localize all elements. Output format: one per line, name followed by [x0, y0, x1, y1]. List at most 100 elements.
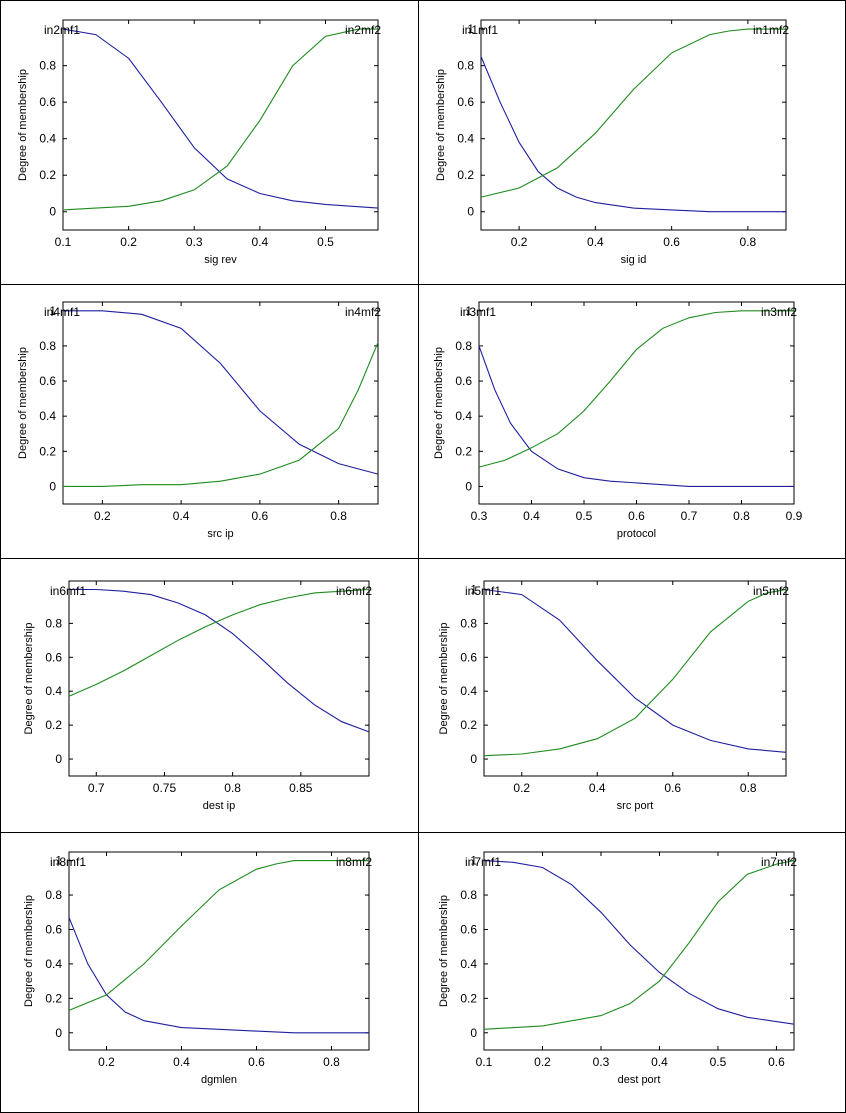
- y-tick-label: 0.2: [45, 718, 62, 732]
- membership-curve-in6mf1: [69, 588, 370, 733]
- x-tick-label: 0.8: [330, 509, 347, 523]
- series-label-in7mf1: in7mf1: [465, 855, 501, 869]
- membership-chart-1: 0 0.2 0.4 0.6 0.8 0.1 0.2 0.3 0.4 0.5 sig rev Degre…: [17, 19, 381, 266]
- x-tick-label: 0.1: [55, 235, 72, 249]
- y-tick-label: 1: [49, 304, 56, 318]
- y-tick-label: 0.8: [39, 59, 56, 73]
- x-tick-label: 0.5: [710, 1055, 727, 1069]
- x-tick-label: 0.7: [681, 509, 698, 523]
- x-tick-label: 0.6: [248, 1055, 265, 1069]
- membership-chart-7: 0 0.2 0.4 0.6 0.8 1 0.2 0.4 0.6 0.8 dgmlen Degree o…: [23, 851, 372, 1086]
- membership-chart-4: 0 0.2 0.4 0.6 0.8 1 0.3 0.4 0.5 0.6 0.7 0.8 0.9 proto…: [433, 301, 803, 540]
- x-tick-label: 0.3: [471, 509, 488, 523]
- x-tick-label: 0.3: [186, 235, 203, 249]
- y-tick-label: 0.2: [39, 444, 56, 458]
- y-tick-label: 0.2: [39, 168, 56, 182]
- series-label-in7mf2: in7mf2: [761, 855, 797, 869]
- membership-chart-6: 0 0.2 0.4 0.6 0.8 1 0.2 0.4 0.6 0.8 src port Degree…: [438, 580, 789, 812]
- y-axis-title: Degree of membership: [17, 69, 29, 181]
- membership-curve-in4mf1: [63, 310, 379, 475]
- series-label-in1mf1: in1mf1: [462, 23, 498, 37]
- series-label-in6mf1: in6mf1: [50, 584, 86, 598]
- y-tick-label: 0: [470, 1026, 477, 1040]
- membership-curve-in7mf2: [483, 860, 795, 1030]
- y-tick-label: 0.4: [39, 409, 56, 423]
- y-tick-label: 0.8: [457, 59, 474, 73]
- y-axis-title: Degree of membership: [438, 623, 450, 735]
- y-axis-title: Degree of membership: [435, 69, 447, 181]
- plot-area: [62, 301, 379, 505]
- x-axis-title: sig id: [621, 254, 647, 266]
- series-label-in5mf2: in5mf2: [753, 584, 789, 598]
- membership-curve-in4mf2: [63, 342, 379, 487]
- plot-area: [480, 19, 787, 231]
- y-tick-label: 0.4: [39, 132, 56, 146]
- x-tick-label: 0.2: [94, 509, 111, 523]
- series-label-in8mf1: in8mf1: [50, 855, 86, 869]
- x-axis-title: dgmlen: [201, 1074, 237, 1086]
- x-axis-title: protocol: [617, 528, 656, 540]
- x-tick-label: 0.4: [173, 1055, 190, 1069]
- y-tick-label: 1: [470, 854, 477, 868]
- x-tick-label: 0.6: [628, 509, 645, 523]
- y-tick-label: 0: [55, 1026, 62, 1040]
- y-tick-label: 0.4: [45, 957, 62, 971]
- x-tick-label: 0.2: [98, 1055, 115, 1069]
- x-tick-label: 0.4: [587, 235, 604, 249]
- y-tick-label: 0: [465, 479, 472, 493]
- series-label-in2mf1: in2mf1: [44, 23, 80, 37]
- series-label-in5mf1: in5mf1: [465, 584, 501, 598]
- series-label-in1mf2: in1mf2: [753, 23, 789, 37]
- plot-area: [68, 851, 370, 1051]
- plot-area: [68, 580, 370, 777]
- x-tick-label: 0.6: [664, 781, 681, 795]
- x-tick-label: 0.4: [523, 509, 540, 523]
- series-label-in4mf1: in4mf1: [44, 305, 80, 319]
- y-tick-label: 1: [467, 22, 474, 36]
- membership-curve-in8mf2: [68, 860, 369, 1011]
- y-tick-label: 0.8: [39, 339, 56, 353]
- x-tick-label: 0.1: [476, 1055, 493, 1069]
- y-tick-label: 0.8: [460, 888, 477, 902]
- x-tick-label: 0.4: [173, 509, 190, 523]
- x-tick-label: 0.75: [153, 781, 177, 795]
- plot-area: [483, 580, 787, 777]
- x-tick-label: 0.2: [511, 235, 528, 249]
- x-axis-title: sig rev: [204, 254, 237, 266]
- y-tick-label: 0.8: [460, 616, 477, 630]
- membership-curve-in3mf1: [478, 345, 794, 487]
- y-tick-label: 0.6: [460, 650, 477, 664]
- x-tick-label: 0.7: [88, 781, 105, 795]
- membership-chart-8: 0 0.2 0.4 0.6 0.8 1 0.1 0.2 0.3 0.4 0.5 0.6 dest por…: [438, 851, 797, 1086]
- x-tick-label: 0.4: [252, 235, 269, 249]
- y-tick-label: 0.4: [45, 684, 62, 698]
- series-label-in8mf2: in8mf2: [336, 855, 372, 869]
- y-tick-label: 1: [465, 304, 472, 318]
- x-axis-title: dest port: [618, 1074, 661, 1086]
- x-axis-title: src ip: [207, 528, 233, 540]
- membership-curve-in5mf1: [483, 588, 787, 753]
- y-tick-label: 0.8: [45, 888, 62, 902]
- series-label-in3mf1: in3mf1: [460, 305, 496, 319]
- x-tick-label: 0.6: [252, 509, 269, 523]
- y-tick-label: 0.6: [39, 95, 56, 109]
- x-tick-label: 0.5: [576, 509, 593, 523]
- x-tick-label: 0.8: [740, 235, 757, 249]
- x-tick-label: 0.4: [651, 1055, 668, 1069]
- x-tick-label: 0.3: [593, 1055, 610, 1069]
- y-axis-title: Degree of membership: [433, 347, 445, 459]
- x-axis-title: dest ip: [203, 800, 235, 812]
- y-tick-label: 0: [470, 752, 477, 766]
- y-tick-label: 0.4: [457, 132, 474, 146]
- y-tick-label: 0: [55, 752, 62, 766]
- y-axis-title: Degree of membership: [17, 347, 29, 459]
- x-tick-label: 0.8: [733, 509, 750, 523]
- x-tick-label: 0.8: [740, 781, 757, 795]
- y-tick-label: 0.6: [455, 374, 472, 388]
- x-tick-label: 0.6: [768, 1055, 785, 1069]
- y-tick-label: 0.4: [460, 684, 477, 698]
- x-tick-label: 0.2: [513, 781, 530, 795]
- y-tick-label: 0.8: [455, 339, 472, 353]
- x-tick-label: 0.9: [786, 509, 803, 523]
